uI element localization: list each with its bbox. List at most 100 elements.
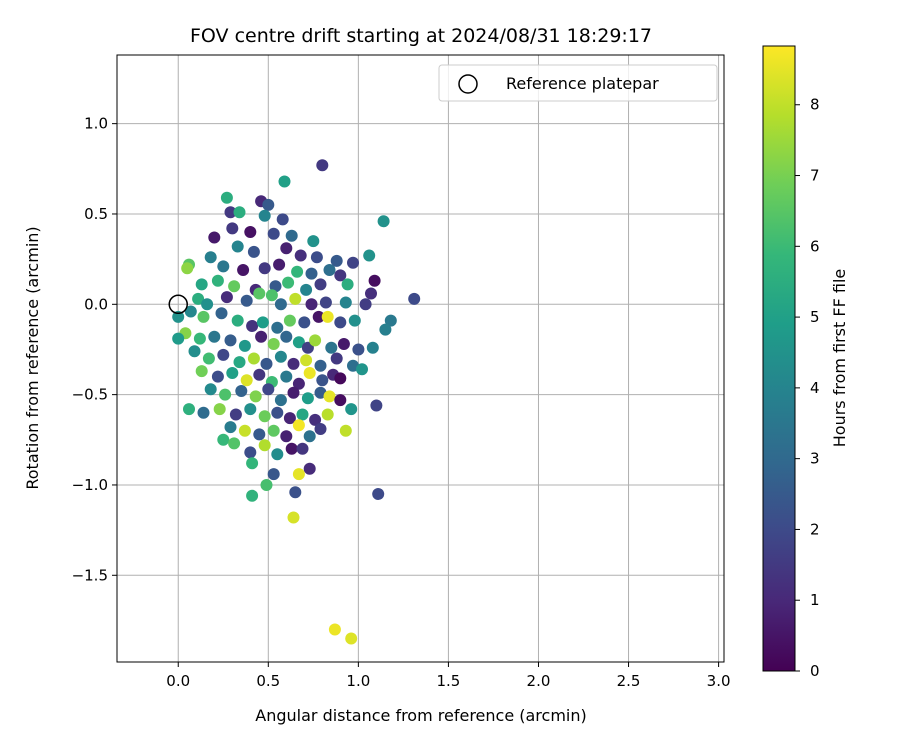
data-point — [204, 383, 217, 396]
data-point — [339, 296, 352, 309]
data-point — [312, 310, 325, 323]
data-point — [208, 231, 221, 244]
data-point — [334, 269, 347, 282]
data-point — [303, 367, 316, 379]
data-points — [172, 159, 421, 645]
colorbar-tick-label: 7 — [810, 167, 820, 185]
data-point — [262, 383, 275, 396]
y-axis-title: Rotation from reference (arcmin) — [23, 226, 42, 489]
data-point — [224, 421, 237, 434]
x-tick-label: 2.5 — [617, 672, 641, 690]
data-point — [356, 363, 368, 376]
data-point — [274, 350, 287, 363]
colorbar-gradient — [762, 45, 796, 672]
data-point — [310, 251, 323, 264]
data-point — [292, 336, 305, 349]
data-point — [211, 370, 224, 383]
data-point — [287, 511, 300, 524]
data-point — [274, 298, 287, 311]
legend-reference-marker — [458, 74, 478, 94]
data-point — [334, 372, 347, 385]
data-point — [345, 632, 358, 645]
data-point — [325, 341, 338, 354]
data-point — [204, 251, 217, 264]
data-point — [285, 229, 298, 242]
y-tick-label: −0.5 — [72, 386, 108, 404]
data-point — [314, 278, 327, 291]
data-point — [256, 316, 269, 329]
data-point — [240, 374, 253, 387]
data-point — [314, 359, 327, 372]
data-point — [347, 359, 359, 372]
data-point — [366, 341, 379, 354]
data-point — [213, 403, 226, 416]
data-point — [298, 316, 311, 329]
data-point — [233, 356, 246, 369]
data-point — [289, 292, 302, 305]
data-point — [300, 283, 313, 296]
colorbar-tick-label: 1 — [810, 591, 820, 609]
data-point — [337, 338, 350, 350]
data-point — [280, 430, 293, 443]
data-point — [372, 488, 385, 500]
data-point — [247, 352, 260, 365]
y-tick-label: 0.0 — [84, 295, 108, 313]
chart-title: FOV centre drift starting at 2024/08/31 … — [190, 25, 652, 47]
data-point — [269, 280, 282, 293]
legend-box — [438, 64, 718, 102]
data-point — [237, 264, 250, 276]
x-axis-ticks: 0.0 0.5 1.0 1.5 2.0 2.5 3.0 — [166, 662, 731, 690]
x-tick-label: 2.0 — [527, 672, 551, 690]
data-point — [195, 365, 208, 378]
data-point — [314, 386, 327, 399]
data-point — [260, 479, 273, 491]
data-point — [278, 175, 291, 188]
data-point — [217, 348, 230, 361]
data-point — [321, 408, 334, 421]
data-point — [228, 280, 241, 293]
data-point — [282, 276, 295, 289]
data-point — [246, 320, 259, 332]
data-point — [247, 245, 260, 258]
data-point — [347, 256, 359, 269]
data-point — [262, 198, 275, 211]
colorbar-tick-label: 0 — [810, 662, 820, 680]
data-point — [323, 264, 336, 276]
data-point — [271, 321, 284, 334]
data-point — [319, 296, 332, 309]
legend-label: Reference platepar — [506, 74, 659, 93]
data-point — [283, 314, 296, 327]
data-point — [226, 367, 239, 379]
data-point — [334, 394, 347, 407]
data-point — [228, 437, 241, 450]
data-point — [219, 388, 232, 401]
data-point — [253, 428, 266, 441]
data-point — [267, 424, 280, 437]
data-point — [246, 457, 259, 470]
data-point — [184, 305, 197, 318]
data-point — [352, 343, 365, 356]
data-point — [253, 287, 266, 300]
colorbar-tick-label: 2 — [810, 520, 820, 538]
reference-point-marker — [168, 294, 188, 315]
colorbar: 0 1 2 3 4 5 6 7 8 Hours from first FF file — [762, 45, 849, 680]
data-point — [368, 274, 381, 287]
data-point — [231, 314, 244, 327]
data-point — [224, 206, 237, 219]
colorbar-tick-label: 6 — [810, 237, 820, 255]
data-point — [197, 310, 210, 323]
data-point — [314, 423, 327, 435]
data-point — [292, 419, 305, 432]
data-point — [183, 403, 195, 416]
data-point — [384, 314, 397, 327]
y-tick-label: −1.5 — [72, 566, 108, 584]
data-point — [244, 403, 257, 416]
data-point — [260, 357, 273, 370]
data-point — [305, 267, 318, 280]
data-point — [285, 442, 298, 455]
data-point — [202, 352, 215, 365]
y-tick-label: 1.0 — [84, 115, 108, 133]
data-point — [408, 292, 421, 305]
data-point — [258, 439, 271, 452]
